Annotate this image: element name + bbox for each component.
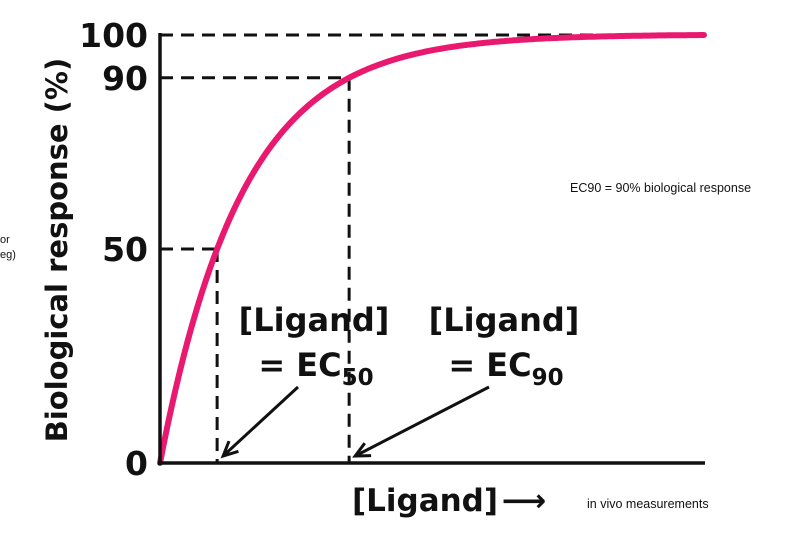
left-edge-note-line1: or — [0, 234, 10, 246]
annotation-arrow-shaft-ec90 — [354, 385, 490, 458]
ec90-label-line2: = EC90 — [448, 346, 563, 391]
annotation-arrow-head-ec90 — [352, 442, 372, 458]
y-tick-0: 0 — [125, 444, 148, 483]
y-axis-title: Biological response (%) — [40, 58, 74, 442]
ec50-label-line2: = EC50 — [258, 346, 373, 391]
ec50-prefix: = EC — [258, 346, 341, 384]
annotation-arrow-head-ec50 — [220, 440, 239, 459]
ec50-annotation: [Ligand] = EC50 — [239, 301, 390, 391]
y-tick-100: 100 — [79, 16, 148, 55]
ec90-subscript: 90 — [532, 365, 564, 391]
ec50-label-line1: [Ligand] — [239, 301, 390, 339]
y-tick-90: 90 — [102, 59, 148, 98]
annotation-arrow-shaft-ec50 — [222, 385, 300, 458]
ec50-subscript: 50 — [342, 365, 374, 391]
y-tick-50: 50 — [102, 230, 148, 269]
left-edge-note-line2: eg) — [0, 249, 16, 261]
ec90-note: EC90 = 90% biological response — [570, 181, 752, 195]
ec90-annotation: [Ligand] = EC90 — [429, 301, 580, 391]
x-axis-arrow: ⟶ — [502, 483, 546, 519]
ec90-prefix: = EC — [448, 346, 531, 384]
response-curve — [157, 32, 707, 466]
x-axis-title: [Ligand] — [352, 483, 498, 519]
annotation-arrows — [220, 385, 490, 459]
in-vivo-note: in vivo measurements — [587, 497, 709, 511]
ec90-label-line1: [Ligand] — [429, 301, 580, 339]
reference-lines — [160, 33, 705, 463]
